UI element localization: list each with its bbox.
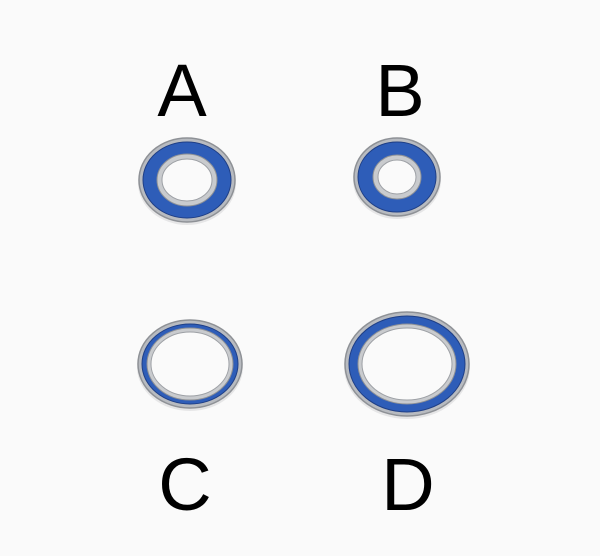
bearing-c: [137, 319, 243, 411]
bearing-d: [344, 311, 470, 419]
label-c: C: [158, 443, 212, 526]
label-a: A: [157, 49, 207, 132]
label-d: D: [381, 443, 435, 526]
bearing-a: [138, 137, 236, 225]
bearing-b: [353, 137, 441, 219]
label-b: B: [375, 49, 425, 132]
